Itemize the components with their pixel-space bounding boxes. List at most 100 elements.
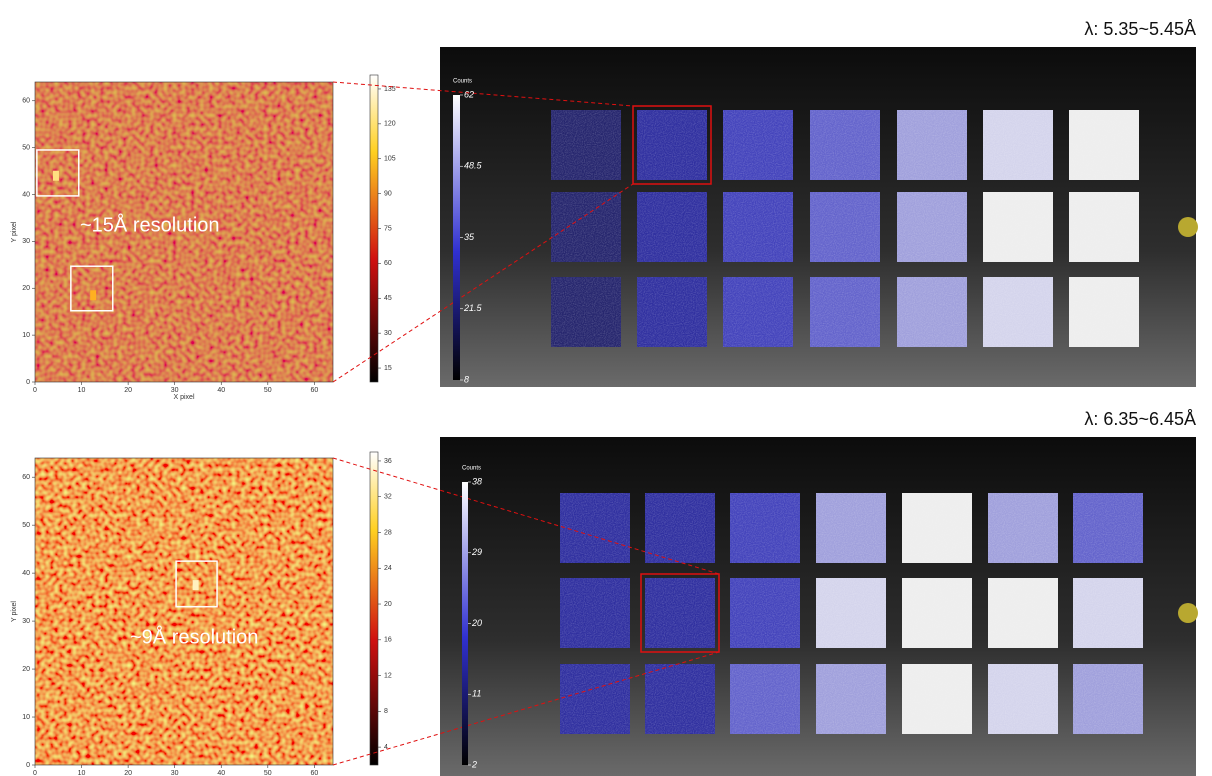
sample-marker [1178, 217, 1198, 237]
tile-grain [983, 277, 1053, 347]
tile-grain [1069, 110, 1139, 180]
y-tick-label: 60 [22, 98, 30, 105]
colorbar-tick-label: 16 [384, 637, 392, 644]
x-tick-label: 10 [78, 387, 86, 394]
colorbar-tick-label: 90 [384, 190, 392, 197]
tile-grain [723, 110, 793, 180]
colorbar [369, 74, 379, 383]
x-tick-label: 50 [264, 770, 272, 776]
tile-grain [816, 578, 886, 648]
x-tick-label: 20 [124, 387, 132, 394]
tile-grain [810, 277, 880, 347]
tile-grain [551, 277, 621, 347]
x-tick-label: 60 [310, 770, 318, 776]
tile-grain [810, 110, 880, 180]
y-tick-label: 10 [22, 332, 30, 339]
colorbar-tick-label: 11 [472, 689, 481, 699]
hot-spot [90, 290, 97, 301]
y-axis-label: Y pixel [11, 601, 18, 622]
colorbar-tick-label: 8 [384, 708, 388, 715]
colorbar-tick-label: 15 [384, 365, 392, 372]
tile-grain [988, 664, 1058, 734]
y-tick-label: 40 [22, 191, 30, 198]
x-tick-label: 20 [124, 770, 132, 776]
colorbar-tick-label: 120 [384, 121, 396, 128]
colorbar-tick-label: 36 [384, 458, 392, 465]
tile-grain [1073, 493, 1143, 563]
tile-grain [645, 578, 715, 648]
x-tick-label: 60 [310, 387, 318, 394]
resolution-label: ~15Å resolution [80, 213, 220, 236]
x-tick-label: 50 [264, 387, 272, 394]
tile-grain [637, 110, 707, 180]
tile-grain [1073, 578, 1143, 648]
colorbar-tick-label: 60 [384, 260, 392, 267]
tile-grain [637, 192, 707, 262]
colorbar-tick-label: 105 [384, 156, 396, 163]
selected-tile [632, 105, 712, 185]
colorbar-tick-label: 24 [384, 565, 392, 572]
wavelength-label: λ: 6.35~6.45Å [1084, 409, 1196, 429]
y-tick-label: 10 [22, 714, 30, 721]
hot-spot [192, 580, 199, 591]
tile-grain [551, 192, 621, 262]
colorbar-tick-label: 62 [464, 89, 474, 99]
colorbar-tick-label: 38 [472, 476, 482, 486]
highlight-box [36, 149, 80, 197]
tile-grain [730, 664, 800, 734]
heatmap-image [35, 458, 333, 765]
y-tick-label: 50 [22, 144, 30, 151]
x-tick-label: 10 [78, 770, 86, 776]
x-tick-label: 0 [33, 770, 37, 776]
tile-grain [645, 664, 715, 734]
tile-grain [560, 578, 630, 648]
colorbar-tick-label: 21.5 [463, 303, 483, 313]
heatmap-frame [34, 457, 334, 766]
tile-grain [1073, 664, 1143, 734]
tile-grain [560, 664, 630, 734]
tile-grain [645, 493, 715, 563]
tile-grain [551, 110, 621, 180]
colorbar-tick-label: 75 [384, 225, 392, 232]
colorbar-tick-label: 20 [471, 618, 482, 628]
colorbar-tick-label: 2 [471, 759, 477, 769]
resolution-label: ~9Å resolution [130, 625, 258, 648]
x-tick-label: 30 [171, 387, 179, 394]
colorbar-title: Counts [462, 466, 481, 472]
tile-grain [1069, 192, 1139, 262]
y-tick-label: 20 [22, 666, 30, 673]
hot-spot [52, 170, 59, 181]
tile-grain [897, 110, 967, 180]
colorbar-tick-label: 8 [464, 374, 469, 384]
colorbar-tick-label: 20 [384, 601, 392, 608]
colorbar-tick-label: 45 [384, 295, 392, 302]
tile-grain [988, 578, 1058, 648]
y-tick-label: 40 [22, 570, 30, 577]
colorbar-tick-label: 135 [384, 86, 396, 93]
colorbar-tick-label: 12 [384, 672, 392, 679]
x-tick-label: 40 [217, 387, 225, 394]
heatmap-frame [34, 81, 334, 383]
y-tick-label: 0 [26, 762, 30, 769]
tile-grain [723, 192, 793, 262]
tile-grain [730, 493, 800, 563]
tile-grain [897, 192, 967, 262]
tile-grain [983, 192, 1053, 262]
tile-grain [637, 277, 707, 347]
y-tick-label: 50 [22, 522, 30, 529]
highlight-box [175, 560, 218, 608]
x-tick-label: 30 [171, 770, 179, 776]
zoom-line [332, 183, 634, 383]
heatmap-image [35, 82, 333, 382]
colorbar-tick-label: 29 [471, 547, 482, 557]
y-tick-label: 30 [22, 618, 30, 625]
tile-grain [897, 277, 967, 347]
tile-grain [988, 493, 1058, 563]
selected-tile [640, 573, 720, 653]
y-tick-label: 20 [22, 285, 30, 292]
y-tick-label: 30 [22, 238, 30, 245]
colorbar-tick-label: 48.5 [464, 161, 483, 171]
zoom-line [332, 81, 634, 107]
tile-grain [816, 493, 886, 563]
